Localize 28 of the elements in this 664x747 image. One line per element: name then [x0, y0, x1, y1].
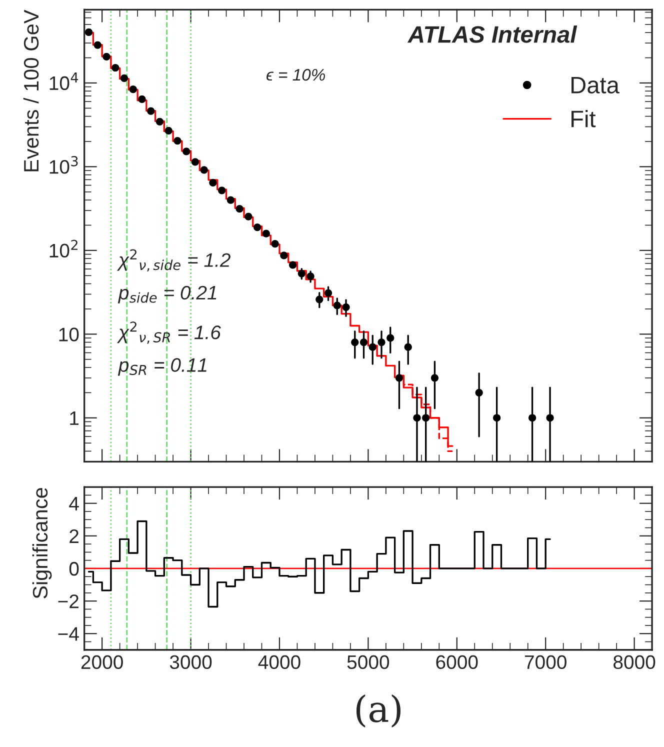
y-tick-label: −2 — [58, 594, 78, 608]
y-axis-title: Significance — [32, 488, 52, 598]
x-tick-label: 2000 — [81, 655, 123, 670]
y-tick-label: 10$^{4}$ — [50, 72, 78, 90]
x-tick-label: 3000 — [170, 655, 212, 670]
x-tick-label: 7000 — [524, 655, 566, 670]
x-tick-label: 4000 — [258, 655, 300, 670]
x-tick-label: 8000 — [614, 655, 656, 670]
legend-label: Data — [572, 77, 620, 94]
y-tick-label: 2 — [70, 529, 78, 543]
y-tick-label: 0 — [69, 562, 79, 576]
y-tick-label: 1 — [70, 412, 79, 425]
annotation: χ$^{2}$$_{ν,side}$ = 1.2 — [116, 249, 230, 272]
text: (a) — [356, 694, 400, 728]
y-tick-label: −4 — [58, 627, 79, 641]
y-tick-label: 10 — [59, 328, 79, 342]
annotation: ATLAS Internal — [407, 26, 578, 43]
annotation: ϵ = 10% — [266, 68, 325, 81]
annotation: χ$^{2}$$_{ν,SR}$ = 1.6 — [116, 322, 221, 344]
y-tick-label: 4 — [69, 496, 79, 510]
x-tick-label: 6000 — [436, 655, 478, 670]
y-tick-label: 10$^{2}$ — [50, 240, 78, 258]
y-tick-label: 10$^{3}$ — [50, 156, 78, 174]
y-axis-title: Events / 100 GeV — [23, 10, 39, 172]
annotation: p$_{SR}$ = 0.11 — [118, 358, 206, 376]
annotation: p$_{side}$ = 0.21 — [118, 286, 216, 304]
legend-label: Fit — [572, 110, 596, 128]
x-tick-label: 5000 — [347, 655, 390, 670]
